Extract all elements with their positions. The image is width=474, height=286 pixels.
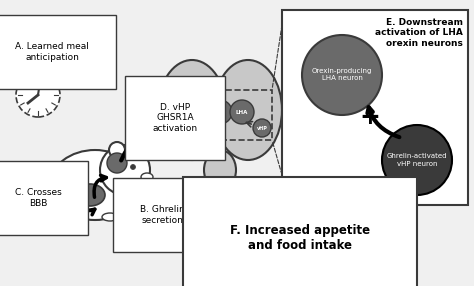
Ellipse shape [50,150,140,220]
Text: Orexin-producing
LHA neuron: Orexin-producing LHA neuron [312,69,372,82]
Circle shape [253,119,271,137]
Text: vHP: vHP [192,126,203,130]
Text: vHP: vHP [256,126,267,130]
Text: LHA: LHA [236,110,248,114]
Circle shape [109,142,125,158]
Ellipse shape [158,60,226,160]
Circle shape [130,164,136,170]
Circle shape [230,100,254,124]
Text: Ghrelin-activated
vHP neuron: Ghrelin-activated vHP neuron [387,154,447,166]
Circle shape [302,35,382,115]
Text: B. Ghrelin
secretion: B. Ghrelin secretion [140,205,184,225]
Circle shape [189,119,207,137]
Text: C. Crosses
BBB: C. Crosses BBB [15,188,61,208]
Ellipse shape [102,213,118,221]
Circle shape [16,73,60,117]
Ellipse shape [214,60,282,160]
FancyBboxPatch shape [282,10,468,205]
Text: E. Downstream
activation of LHA
orexin neurons: E. Downstream activation of LHA orexin n… [375,18,463,48]
Text: F. Increased appetite
and food intake: F. Increased appetite and food intake [230,224,370,252]
Ellipse shape [204,150,236,190]
Text: +: + [359,106,380,130]
Circle shape [100,145,150,195]
Circle shape [382,125,452,195]
Ellipse shape [75,184,105,206]
Circle shape [208,100,232,124]
Text: A. Learned meal
anticipation: A. Learned meal anticipation [15,42,89,62]
Circle shape [107,153,127,173]
Ellipse shape [118,217,132,223]
Text: D. vHP
GHSR1A
activation: D. vHP GHSR1A activation [153,103,198,133]
Ellipse shape [141,173,153,181]
Text: LHA: LHA [214,110,226,114]
